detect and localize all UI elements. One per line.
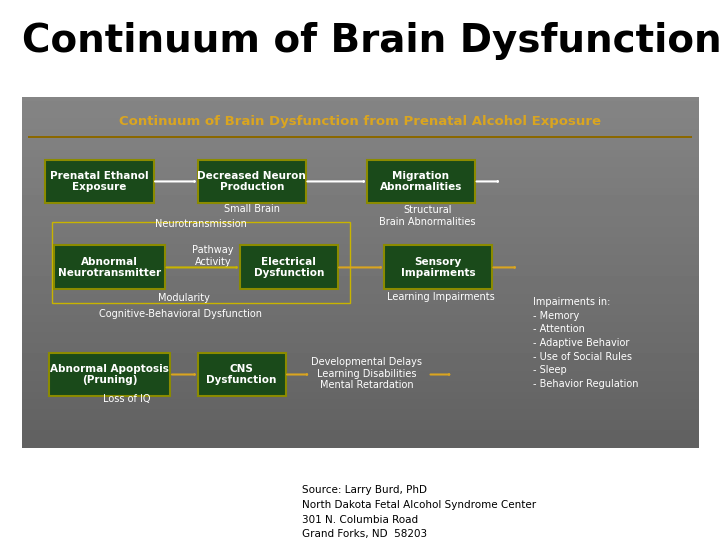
FancyBboxPatch shape xyxy=(197,353,286,396)
FancyBboxPatch shape xyxy=(240,246,338,289)
Text: Migration
Abnormalities: Migration Abnormalities xyxy=(379,171,462,192)
Text: Abnormal Apoptosis
(Pruning): Abnormal Apoptosis (Pruning) xyxy=(50,364,169,386)
FancyBboxPatch shape xyxy=(54,246,166,289)
Text: Sensory
Impairments: Sensory Impairments xyxy=(400,256,475,278)
Text: Continuum of Brain Dysfunction from Prenatal Alcohol Exposure: Continuum of Brain Dysfunction from Pren… xyxy=(119,115,601,129)
Bar xyxy=(28,136,692,138)
Text: Learning Impairments: Learning Impairments xyxy=(387,292,495,301)
Text: Abnormal
Neurotransmitter: Abnormal Neurotransmitter xyxy=(58,256,161,278)
Text: Decreased Neuron
Production: Decreased Neuron Production xyxy=(197,171,306,192)
Bar xyxy=(52,222,350,302)
Text: Pathway
Activity: Pathway Activity xyxy=(192,245,234,267)
Text: Small Brain: Small Brain xyxy=(224,204,279,214)
FancyBboxPatch shape xyxy=(49,353,171,396)
FancyBboxPatch shape xyxy=(197,159,306,204)
Text: Prenatal Ethanol
Exposure: Prenatal Ethanol Exposure xyxy=(50,171,149,192)
Text: Electrical
Dysfunction: Electrical Dysfunction xyxy=(253,256,324,278)
Text: Impairments in:
- Memory
- Attention
- Adaptive Behavior
- Use of Social Rules
-: Impairments in: - Memory - Attention - A… xyxy=(533,297,638,389)
Text: Structural
Brain Abnormalities: Structural Brain Abnormalities xyxy=(379,205,476,227)
Text: CNS
Dysfunction: CNS Dysfunction xyxy=(207,364,276,386)
Text: Neurotransmission: Neurotransmission xyxy=(155,219,247,230)
FancyBboxPatch shape xyxy=(366,159,475,204)
Text: Source: Larry Burd, PhD
North Dakota Fetal Alcohol Syndrome Center
301 N. Columb: Source: Larry Burd, PhD North Dakota Fet… xyxy=(302,485,536,539)
Text: Cognitive-Behavioral Dysfunction: Cognitive-Behavioral Dysfunction xyxy=(99,309,262,319)
FancyBboxPatch shape xyxy=(45,159,153,204)
Text: Loss of IQ: Loss of IQ xyxy=(103,394,150,404)
FancyBboxPatch shape xyxy=(384,246,492,289)
Text: Developmental Delays
Learning Disabilities
Mental Retardation: Developmental Delays Learning Disabiliti… xyxy=(311,357,422,390)
Text: Modularity: Modularity xyxy=(158,293,210,303)
Text: Continuum of Brain Dysfunction: Continuum of Brain Dysfunction xyxy=(22,23,720,60)
